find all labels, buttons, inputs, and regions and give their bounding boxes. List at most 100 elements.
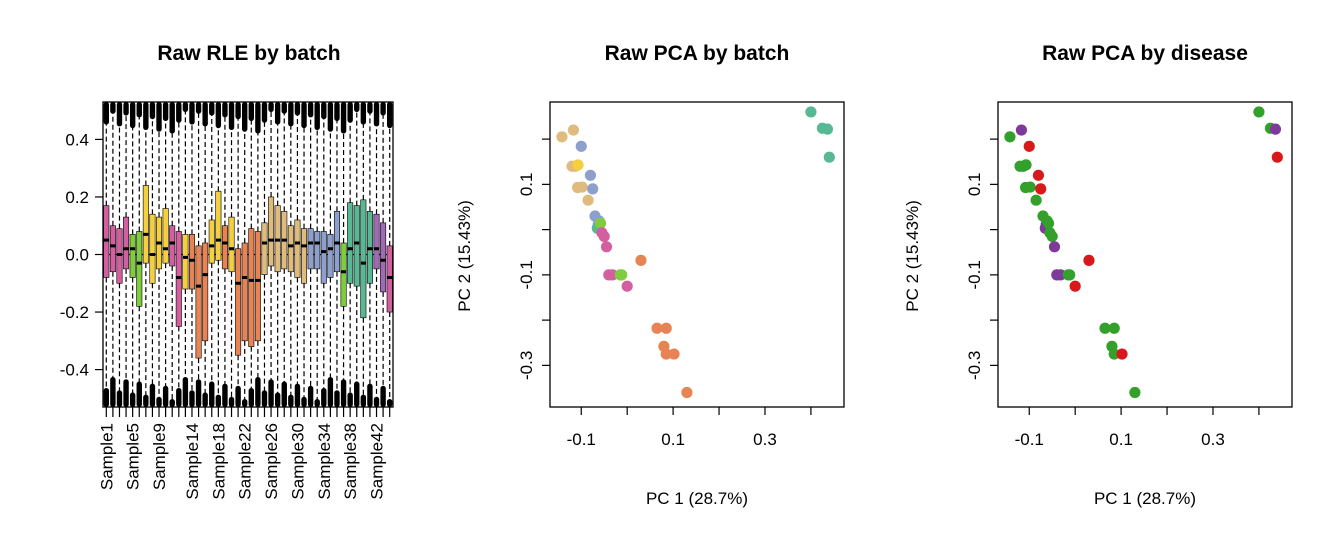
pca-batch-point	[567, 124, 580, 136]
rle-box-sample-18	[215, 102, 222, 407]
rle-outliers-upper	[340, 102, 347, 134]
rle-box-sample-23	[248, 102, 255, 407]
pca-disease-plot-frame	[997, 101, 1293, 408]
pca-batch-xtick-label: -0.1	[567, 430, 596, 449]
rle-box	[360, 199, 367, 319]
pca-batch-point	[594, 217, 607, 229]
rle-box-sample-10	[162, 102, 169, 407]
rle-box	[380, 222, 387, 293]
rle-outliers-upper	[156, 102, 162, 132]
rle-outliers-lower	[380, 385, 386, 407]
rle-outliers-upper	[182, 102, 189, 112]
pca-disease-point	[1108, 322, 1120, 334]
rle-xtick-label: Sample42	[368, 423, 387, 500]
rle-box	[268, 196, 275, 267]
rle-box	[294, 219, 301, 278]
rle-outliers-lower	[307, 385, 314, 407]
rle-box-sample-43	[380, 102, 387, 407]
rle-box	[136, 231, 143, 307]
rle-box	[340, 242, 347, 307]
pca-batch-point	[635, 254, 647, 266]
rle-box-sample-37	[340, 102, 347, 407]
rle-box-sample-21	[235, 102, 242, 407]
rle-box	[314, 231, 321, 270]
pca-batch-point	[587, 183, 599, 195]
rle-outliers-upper	[261, 102, 268, 123]
pca-batch-point	[621, 280, 633, 292]
pca-disease-plot: -0.1 0.1 0.3 -0.3 -0.1 0.1	[965, 101, 1293, 449]
rle-outliers-upper	[255, 102, 261, 134]
rle-outliers-lower	[268, 379, 274, 407]
rle-box-sample-5	[129, 102, 136, 407]
rle-xtick-label: Sample1	[97, 423, 116, 490]
pca-batch-point	[616, 269, 628, 281]
rle-axes: -0.4 -0.2 0.0 0.2 0.4 Sample1 Sample5 Sample9 Sa…	[60, 101, 394, 500]
pca-batch-title: Raw PCA by batch	[605, 42, 790, 65]
rle-box-sample-11	[169, 102, 176, 407]
pca-disease-point	[1030, 194, 1042, 206]
rle-outliers-lower	[235, 385, 241, 407]
pca-batch-point	[805, 106, 817, 118]
rle-outliers-upper	[242, 102, 248, 132]
rle-box	[208, 219, 215, 264]
rle-outliers-lower	[301, 396, 307, 407]
pca-disease-panel: Raw PCA by disease PC 1 (28.7%) PC 2 (15…	[903, 42, 1293, 508]
rle-box-sample-30	[294, 102, 301, 407]
pca-disease-ylabel: PC 2 (15.43%)	[903, 200, 922, 312]
rle-box-sample-7	[142, 102, 149, 407]
rle-box	[241, 242, 248, 342]
rle-outliers-upper	[281, 102, 287, 114]
rle-box-sample-29	[287, 102, 294, 407]
rle-outliers-lower	[281, 381, 287, 407]
rle-outliers-lower	[195, 379, 202, 407]
pca-batch-xlabel: PC 1 (28.7%)	[646, 489, 748, 508]
rle-outliers-lower	[103, 388, 109, 407]
rle-outliers-lower	[334, 390, 340, 407]
pca-batch-point	[681, 386, 693, 399]
rle-outliers-lower	[387, 399, 393, 407]
rle-box	[221, 225, 228, 270]
rle-outliers-upper	[334, 102, 340, 121]
rle-box-sample-41	[366, 102, 373, 407]
pca-disease-point	[1116, 348, 1128, 360]
rle-box	[228, 216, 235, 273]
rle-outliers-lower	[274, 392, 281, 407]
rle-box	[353, 205, 360, 287]
pca-disease-point	[1269, 123, 1282, 135]
pca-disease-point	[1083, 254, 1095, 266]
rle-ytick-label: 0.4	[65, 130, 89, 149]
pca-batch-xtick-label: 0.1	[661, 430, 685, 449]
rle-title: Raw RLE by batch	[157, 42, 340, 65]
rle-box-sample-36	[333, 102, 340, 407]
rle-outliers-upper	[176, 102, 182, 123]
rle-outliers-lower	[367, 383, 373, 407]
pca-batch-ytick-label: -0.1	[517, 260, 536, 289]
rle-box	[235, 248, 242, 356]
rle-outliers-lower	[143, 394, 149, 407]
rle-outliers-lower	[116, 390, 123, 407]
pca-batch-ylabel: PC 2 (15.43%)	[455, 200, 474, 312]
rle-outliers-upper	[162, 102, 169, 121]
rle-box-sample-9	[156, 102, 163, 407]
pca-batch-ytick-label: 0.1	[517, 173, 536, 197]
pca-disease-xtick-label: 0.3	[1201, 430, 1225, 449]
rle-outliers-lower	[169, 399, 175, 407]
rle-box-sample-13	[182, 102, 189, 407]
pca-batch-point	[576, 181, 588, 193]
rle-box	[327, 234, 334, 278]
rle-xtick-label: Sample9	[150, 423, 169, 490]
pca-disease-point	[1035, 183, 1047, 195]
rle-box-sample-40	[360, 102, 367, 407]
rle-outliers-upper	[327, 102, 334, 132]
rle-outliers-lower	[354, 381, 360, 407]
pca-disease-point	[1032, 169, 1045, 181]
rle-outliers-upper	[169, 102, 175, 134]
rle-box-sample-28	[281, 102, 288, 407]
rle-xtick-label: Sample34	[315, 423, 334, 500]
pca-batch-point	[600, 241, 613, 253]
rle-panel: Raw RLE by batch -0.4 -0.2 0.0 0.2 0.4 Sample…	[60, 42, 394, 500]
pca-disease-point	[1108, 348, 1120, 360]
rle-outliers-upper	[149, 102, 156, 120]
rle-box-sample-24	[254, 102, 261, 407]
rle-outliers-upper	[274, 102, 281, 125]
